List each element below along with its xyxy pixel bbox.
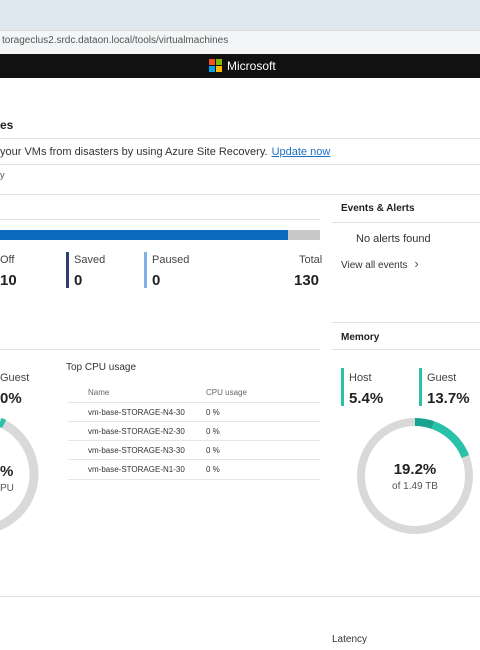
column-header-name: Name — [88, 388, 110, 397]
vm-state-progress-fill — [0, 230, 288, 240]
vm-cpu-usage: 0 % — [206, 427, 220, 436]
stat-off-value: 10 — [0, 272, 17, 289]
memory-guest-value: 13.7% — [427, 390, 470, 407]
vm-name: vm-base-STORAGE-N3-30 — [88, 446, 185, 455]
stat-total-label: Total — [299, 254, 323, 266]
divider — [0, 349, 320, 350]
browser-tab-strip — [0, 0, 480, 30]
table-row[interactable]: vm-base-STORAGE-N3-30 0 % — [68, 440, 320, 460]
text-fragment: y — [0, 170, 5, 180]
memory-usage-total: of 1.49 TB — [392, 481, 438, 492]
summary-divider — [0, 219, 320, 220]
vm-cpu-usage: 0 % — [206, 465, 220, 474]
divider — [0, 194, 480, 195]
stat-paused-label: Paused — [152, 254, 190, 266]
divider — [332, 349, 480, 350]
brand-name: Microsoft — [227, 59, 276, 73]
address-bar[interactable]: torageclus2.srdc.dataon.local/tools/virt… — [0, 30, 480, 55]
address-url[interactable]: torageclus2.srdc.dataon.local/tools/virt… — [2, 35, 229, 46]
notice-text: your VMs from disasters by using Azure S… — [0, 146, 268, 158]
memory-host-label: Host — [349, 372, 372, 384]
divider — [0, 596, 480, 597]
stat-paused-marker — [144, 252, 147, 288]
stat-saved-label: Saved — [74, 254, 106, 266]
memory-host-value: 5.4% — [349, 390, 384, 407]
memory-usage-percent: 19.2% — [393, 461, 437, 478]
cpu-ring-fill — [0, 417, 7, 428]
divider — [0, 138, 480, 139]
stat-total-value: 130 — [294, 272, 320, 289]
vm-name: vm-base-STORAGE-N1-30 — [88, 465, 185, 474]
chevron-right-icon: › — [414, 256, 419, 271]
divider — [332, 322, 480, 323]
memory-guest-label: Guest — [427, 372, 457, 384]
divider — [0, 164, 480, 165]
brand-header — [0, 54, 480, 78]
recovery-notice: your VMs from disasters by using Azure S… — [0, 146, 330, 158]
memory-title: Memory — [341, 332, 380, 343]
memory-ring-host-segment — [357, 418, 473, 534]
vm-name: vm-base-STORAGE-N2-30 — [88, 427, 185, 436]
page-title: es — [0, 118, 14, 132]
top-cpu-usage-title: Top CPU usage — [66, 362, 137, 373]
memory-host-marker — [341, 368, 344, 406]
divider — [332, 222, 480, 223]
cpu-usage-ring — [0, 417, 39, 531]
table-row[interactable]: vm-base-STORAGE-N4-30 0 % — [68, 402, 320, 422]
memory-guest-marker — [419, 368, 422, 406]
table-row[interactable]: vm-base-STORAGE-N2-30 0 % — [68, 421, 320, 441]
stat-saved-marker — [66, 252, 69, 288]
cpu-ring-percent-fragment: % — [0, 463, 14, 480]
vm-name: vm-base-STORAGE-N4-30 — [88, 408, 185, 417]
cpu-guest-label: Guest — [0, 372, 30, 384]
update-now-link[interactable]: Update now — [271, 146, 331, 158]
events-alerts-title: Events & Alerts — [341, 203, 415, 214]
stat-paused-value: 0 — [152, 272, 161, 289]
stat-saved-value: 0 — [74, 272, 83, 289]
no-alerts-text: No alerts found — [356, 233, 431, 245]
column-header-cpu-usage: CPU usage — [206, 388, 247, 397]
vm-state-progress-bar — [0, 230, 320, 240]
divider — [332, 194, 480, 195]
view-all-events-link[interactable]: View all events › — [341, 256, 419, 271]
view-all-events-label: View all events — [341, 260, 408, 271]
memory-usage-ring — [357, 418, 473, 534]
cpu-ring-caption-fragment: PU — [0, 483, 14, 494]
cpu-ring-track — [0, 417, 39, 531]
table-row[interactable]: vm-base-STORAGE-N1-30 0 % — [68, 459, 320, 480]
cpu-guest-value: 0% — [0, 390, 22, 407]
latency-label: Latency — [332, 634, 368, 645]
microsoft-logo-icon — [209, 59, 223, 73]
vm-cpu-usage: 0 % — [206, 446, 220, 455]
vm-cpu-usage: 0 % — [206, 408, 220, 417]
stat-off-label: Off — [0, 254, 15, 266]
